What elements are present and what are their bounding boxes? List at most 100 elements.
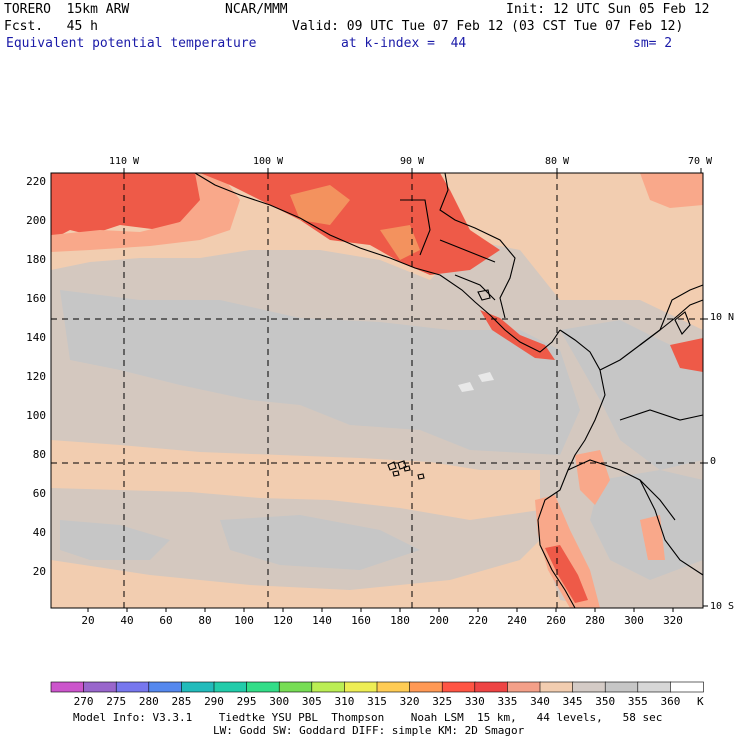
colorbar-label: 300 (269, 695, 290, 708)
colorbar-label: 290 (204, 695, 224, 708)
colorbar-swatch (344, 681, 378, 693)
physics-info-line: LW: Godd SW: Goddard DIFF: simple KM: 2D… (213, 724, 525, 737)
colorbar-swatch (376, 681, 411, 693)
colorbar-label: 275 (106, 695, 127, 708)
colorbar-label: 310 (334, 695, 355, 708)
colorbar-label: 330 (464, 695, 485, 708)
x-tick-320: 320 (663, 614, 683, 627)
lon-label-90w: 90 W (399, 156, 425, 167)
lon-label-70w: 70 W (687, 156, 713, 167)
colorbar-label: 280 (138, 695, 159, 708)
hot-region-mexico (200, 173, 500, 275)
model-info-line: Model Info: V3.3.1 Tiedtke YSU PBL Thomp… (73, 711, 663, 724)
axis-ticks (87, 168, 708, 612)
colorbar-label: 295 (236, 695, 257, 708)
warm-band-mid (51, 440, 540, 520)
warm-region-peru-east (640, 515, 665, 560)
caribbean-coast (439, 172, 516, 319)
y-tick-80: 80 (32, 448, 46, 461)
x-tick-220: 220 (468, 614, 488, 627)
colorbar-label: 350 (595, 695, 616, 708)
cool-region-west (60, 520, 170, 560)
colorbar-label: 335 (497, 695, 518, 708)
x-tick-240: 240 (507, 614, 527, 627)
lat-lon-grid (51, 173, 703, 608)
light-patch-1 (458, 382, 474, 392)
y-tick-140: 140 (26, 331, 46, 344)
colorbar-label: 320 (399, 695, 420, 708)
light-patch-2 (478, 372, 494, 382)
cool-region-central (60, 290, 580, 455)
brazil-border (619, 409, 704, 421)
x-tick-100: 100 (234, 614, 254, 627)
cool-region-south (220, 515, 420, 570)
smoothing-value: sm= 2 (633, 36, 673, 51)
lat-label-0: 0 (710, 456, 717, 467)
y-tick-160: 160 (26, 292, 46, 305)
galapagos-5 (417, 473, 425, 480)
colorbar-unit: K (697, 695, 704, 708)
y-tick-60: 60 (32, 487, 46, 500)
lake-nicaragua (477, 289, 491, 301)
y-tick-100: 100 (26, 409, 46, 422)
nicaragua-border (454, 274, 496, 301)
colorbar-swatch (507, 681, 541, 693)
colorbar-label: 345 (562, 695, 583, 708)
colorbar-swatch (278, 681, 313, 693)
colorbar-swatch (246, 681, 281, 693)
y-tick-180: 180 (26, 253, 46, 266)
x-tick-280: 280 (585, 614, 605, 627)
y-tick-120: 120 (26, 370, 46, 383)
colorbar-label: 285 (171, 695, 192, 708)
y-tick-40: 40 (32, 526, 46, 539)
x-tick-60: 60 (159, 614, 173, 627)
x-tick-300: 300 (624, 614, 644, 627)
colorbar-swatch (670, 681, 704, 693)
x-tick-120: 120 (273, 614, 293, 627)
coastlines (194, 172, 704, 609)
colorbar-label: 270 (73, 695, 94, 708)
colorbar-swatch (213, 681, 248, 693)
colorbar-swatch (83, 681, 117, 693)
field-name: Equivalent potential temperature (6, 36, 257, 51)
colorbar-swatch (50, 681, 85, 693)
colorbar-swatch (441, 681, 476, 693)
orange-region-guatemala (380, 225, 420, 260)
colorbar-label: 360 (660, 695, 681, 708)
colorbar-label: 325 (432, 695, 453, 708)
x-tick-160: 160 (351, 614, 371, 627)
mexico-coast (194, 172, 561, 353)
galapagos-4 (403, 465, 411, 472)
x-tick-180: 180 (390, 614, 410, 627)
x-tick-260: 260 (546, 614, 566, 627)
galapagos-3 (392, 470, 400, 477)
lon-label-110w: 110 W (108, 156, 140, 167)
colorbar-label: 305 (301, 695, 322, 708)
colorbar-swatch (572, 681, 606, 693)
map-frame (50, 172, 704, 609)
warm-band-south (51, 540, 600, 608)
lon-label-100w: 100 W (252, 156, 284, 167)
warm-region-gulf (51, 173, 240, 252)
colorbar-label: 355 (627, 695, 648, 708)
x-tick-140: 140 (312, 614, 332, 627)
colorbar-swatch (115, 681, 150, 693)
ecuador-border (567, 459, 676, 521)
orange-region-mexico (290, 185, 350, 225)
y-tick-200: 200 (26, 214, 46, 227)
organization: NCAR/MMM (225, 2, 288, 17)
colorbar-swatch (474, 681, 509, 693)
colorbar-label: 315 (367, 695, 387, 708)
hot-region-northwest (51, 173, 210, 240)
colorbar-swatch (311, 681, 346, 693)
hot-region-venezuela (670, 338, 703, 372)
colorbar-swatch (539, 681, 574, 693)
lake-maracaibo (674, 311, 691, 335)
y-tick-220: 220 (26, 175, 46, 188)
lat-label-10n: 10 N (710, 312, 735, 323)
x-tick-40: 40 (120, 614, 134, 627)
venezuela-coast (639, 284, 704, 346)
forecast-hour: Fcst. 45 h (4, 19, 98, 34)
